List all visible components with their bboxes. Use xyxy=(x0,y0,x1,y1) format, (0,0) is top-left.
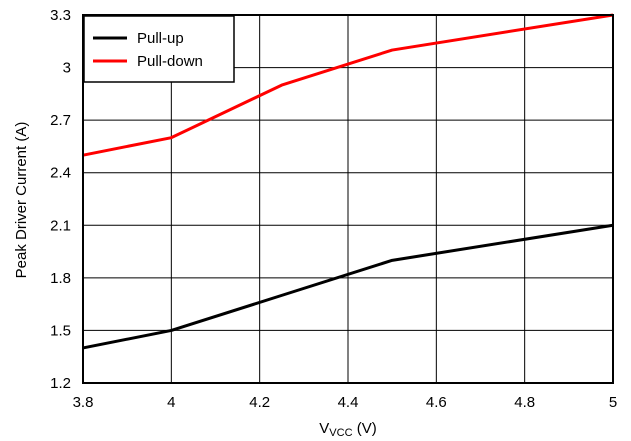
x-axis-title-main: V xyxy=(319,420,329,437)
legend-box xyxy=(83,15,235,83)
y-tick-label: 2.4 xyxy=(50,165,71,182)
y-tick-label: 1.8 xyxy=(50,270,71,287)
x-tick-label: 4.2 xyxy=(249,394,270,411)
y-tick-label: 2.7 xyxy=(50,112,71,129)
x-tick-label: 4.8 xyxy=(514,394,535,411)
legend: Pull-up Pull-down xyxy=(83,15,235,83)
series-line-pull-up xyxy=(82,223,614,350)
x-tick-label: 3.8 xyxy=(73,394,94,411)
series-line-pull-down xyxy=(82,13,614,157)
x-tick-label: 4 xyxy=(167,394,175,411)
series-lines xyxy=(82,13,614,350)
y-tick-label: 3.3 xyxy=(50,7,71,24)
plot-frame xyxy=(82,14,614,384)
x-tick-label: 4.6 xyxy=(426,394,447,411)
x-axis-title: VVCC (V) xyxy=(319,420,376,439)
x-tick-label: 5 xyxy=(609,394,617,411)
y-tick-labels: 1.2 1.5 1.8 2.1 2.4 2.7 3 3.3 xyxy=(50,7,71,392)
legend-label: Pull-down xyxy=(137,53,203,70)
y-tick-label: 2.1 xyxy=(50,217,71,234)
legend-label: Pull-up xyxy=(137,30,184,47)
grid-lines xyxy=(82,14,614,384)
x-axis-title-subscript: VCC xyxy=(329,427,352,439)
x-axis-title-unit: (V) xyxy=(353,420,377,437)
x-tick-label: 4.4 xyxy=(338,394,359,411)
x-tick-labels: 3.8 4 4.2 4.4 4.6 4.8 5 xyxy=(73,394,618,411)
y-tick-label: 1.5 xyxy=(50,322,71,339)
y-axis-title: Peak Driver Current (A) xyxy=(13,122,30,279)
y-tick-label: 1.2 xyxy=(50,375,71,392)
y-tick-label: 3 xyxy=(63,60,71,77)
